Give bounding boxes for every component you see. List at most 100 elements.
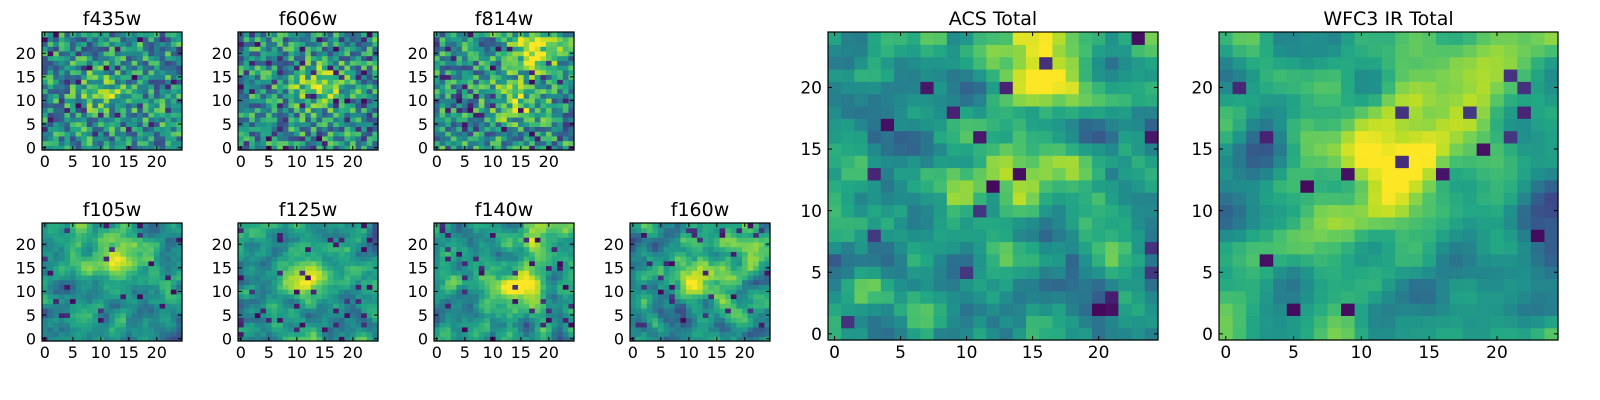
heatmap-cell bbox=[372, 93, 379, 99]
heatmap-cell bbox=[98, 260, 105, 267]
heatmap-cell bbox=[243, 227, 250, 234]
heatmap-cell bbox=[719, 237, 726, 243]
heatmap-cell bbox=[361, 284, 368, 290]
heatmap-cell bbox=[467, 336, 474, 342]
heatmap-cell bbox=[338, 145, 345, 151]
heatmap-cell bbox=[534, 107, 541, 113]
heatmap-cell bbox=[467, 326, 474, 333]
heatmap-cell bbox=[165, 36, 172, 43]
heatmap-cell bbox=[142, 270, 149, 276]
heatmap-cell bbox=[109, 265, 116, 271]
heatmap-cell bbox=[148, 279, 155, 285]
heatmap-cell bbox=[456, 74, 463, 80]
heatmap-cell bbox=[467, 331, 474, 337]
heatmap-cell bbox=[294, 46, 301, 52]
heatmap-cell bbox=[92, 121, 99, 127]
heatmap-cell bbox=[1078, 266, 1093, 279]
heatmap-cell bbox=[512, 232, 519, 238]
heatmap-cell bbox=[277, 237, 284, 243]
heatmap-cell bbox=[327, 293, 334, 300]
heatmap-cell bbox=[338, 36, 345, 43]
heatmap-cell bbox=[764, 223, 771, 229]
heatmap-cell bbox=[277, 60, 284, 66]
heatmap-cell bbox=[344, 260, 351, 267]
heatmap-cell bbox=[338, 241, 345, 248]
heatmap-cell bbox=[288, 265, 295, 271]
heatmap-cell bbox=[641, 303, 648, 309]
heatmap-cell bbox=[456, 112, 463, 118]
heatmap-cell bbox=[986, 179, 1001, 193]
heatmap-cell bbox=[478, 36, 485, 43]
heatmap-cell bbox=[753, 293, 760, 300]
heatmap-cell bbox=[322, 93, 329, 99]
heatmap-cell bbox=[47, 55, 54, 61]
heatmap-cell bbox=[114, 32, 121, 38]
heatmap-cell bbox=[753, 232, 760, 238]
heatmap-cell bbox=[75, 232, 82, 238]
heatmap-cell bbox=[445, 50, 452, 57]
heatmap-cell bbox=[854, 278, 869, 292]
heatmap-cell bbox=[355, 312, 362, 318]
heatmap-cell bbox=[518, 60, 525, 66]
heatmap-cell bbox=[366, 298, 373, 304]
heatmap-cell bbox=[47, 140, 54, 146]
heatmap-cell bbox=[506, 246, 513, 252]
heatmap-cell bbox=[344, 131, 351, 137]
heatmap-cell bbox=[686, 293, 693, 300]
heatmap-cell bbox=[490, 46, 497, 52]
heatmap-cell bbox=[81, 293, 88, 300]
heatmap-cell bbox=[120, 284, 127, 290]
heatmap-cell bbox=[288, 55, 295, 61]
x-tick-label: 10 bbox=[483, 152, 503, 171]
heatmap-cell bbox=[523, 112, 530, 118]
heatmap-cell bbox=[266, 41, 273, 47]
heatmap-cell bbox=[562, 312, 569, 318]
heatmap-cell bbox=[103, 121, 110, 127]
heatmap-cell bbox=[484, 227, 491, 234]
heatmap-cell bbox=[1012, 241, 1027, 255]
heatmap-cell bbox=[109, 140, 116, 146]
heatmap-cell bbox=[305, 65, 312, 71]
heatmap-cell bbox=[719, 279, 726, 285]
heatmap-cell bbox=[730, 289, 737, 295]
heatmap-cell bbox=[439, 107, 446, 113]
heatmap-cell bbox=[176, 88, 183, 94]
heatmap-cell bbox=[277, 289, 284, 295]
heatmap-cell bbox=[495, 322, 502, 328]
heatmap-cell bbox=[103, 336, 110, 342]
heatmap-cell bbox=[254, 331, 261, 337]
heatmap-cell bbox=[725, 246, 732, 252]
heatmap-cell bbox=[75, 307, 82, 314]
heatmap-cell bbox=[742, 241, 749, 248]
heatmap-cell bbox=[658, 289, 665, 295]
heatmap-cell bbox=[506, 131, 513, 137]
heatmap-cell bbox=[551, 140, 558, 146]
heatmap-panel-f140w: f140w 0 5 10 15 20 0 5 10 15 20 bbox=[408, 197, 575, 387]
heatmap-cell bbox=[98, 83, 105, 90]
heatmap-cell bbox=[551, 303, 558, 309]
heatmap-cell bbox=[154, 289, 161, 295]
heatmap-cell bbox=[841, 266, 855, 279]
heatmap-cell bbox=[999, 266, 1014, 279]
heatmap-cell bbox=[64, 93, 71, 99]
x-tick-label: 20 bbox=[343, 152, 363, 171]
heatmap-cell bbox=[512, 93, 519, 99]
heatmap-cell bbox=[176, 79, 183, 85]
heatmap-cell bbox=[841, 155, 855, 169]
heatmap-cell bbox=[137, 317, 144, 323]
heatmap-cell bbox=[562, 307, 569, 314]
heatmap-cell bbox=[277, 312, 284, 318]
heatmap-cell bbox=[742, 284, 749, 290]
heatmap-cell bbox=[327, 32, 334, 38]
heatmap-cell bbox=[299, 88, 306, 94]
heatmap-cell bbox=[462, 279, 469, 285]
heatmap-cell bbox=[288, 98, 295, 104]
heatmap-cell bbox=[310, 131, 317, 137]
heatmap-cells bbox=[238, 32, 379, 151]
heatmap-cell bbox=[282, 223, 289, 229]
heatmap-cell bbox=[64, 298, 71, 304]
heatmap-cell bbox=[64, 60, 71, 66]
heatmap-cell bbox=[114, 93, 121, 99]
heatmap-cell bbox=[1039, 155, 1053, 169]
